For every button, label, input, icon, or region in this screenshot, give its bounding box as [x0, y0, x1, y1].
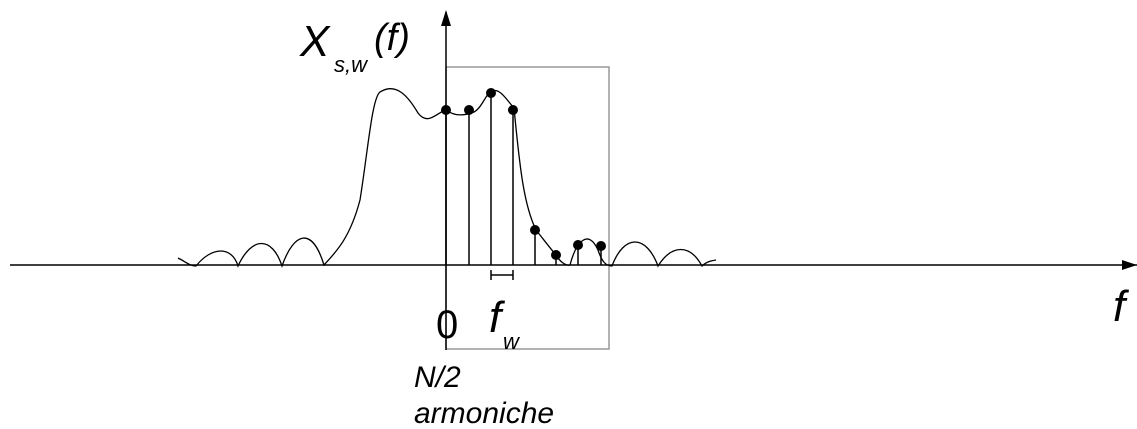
window-note-line2: armoniche: [414, 397, 554, 429]
x-axis-arrow: [1122, 260, 1137, 270]
y-axis-arrow: [441, 10, 451, 26]
window-note-line1: N/2: [414, 361, 461, 394]
spacing-bracket: [490, 270, 514, 280]
sample-dot: [596, 241, 606, 251]
sample-dot: [530, 225, 540, 235]
sample-dot: [486, 88, 496, 98]
spectral-lines: [441, 88, 606, 265]
x-axis-label: f: [1113, 282, 1130, 331]
origin-label: 0: [436, 303, 458, 347]
sample-dot: [441, 105, 451, 115]
spectrum-curve: [177, 88, 717, 268]
sample-dot: [573, 240, 583, 250]
y-axis-label-arg: (f): [374, 17, 410, 59]
sample-dot: [464, 105, 474, 115]
sample-dot: [508, 105, 518, 115]
spacing-label-sub: w: [503, 329, 521, 354]
y-axis-label-sub: s,w: [334, 52, 369, 77]
y-axis-label-main: X: [299, 17, 331, 66]
sample-dot: [551, 250, 561, 260]
